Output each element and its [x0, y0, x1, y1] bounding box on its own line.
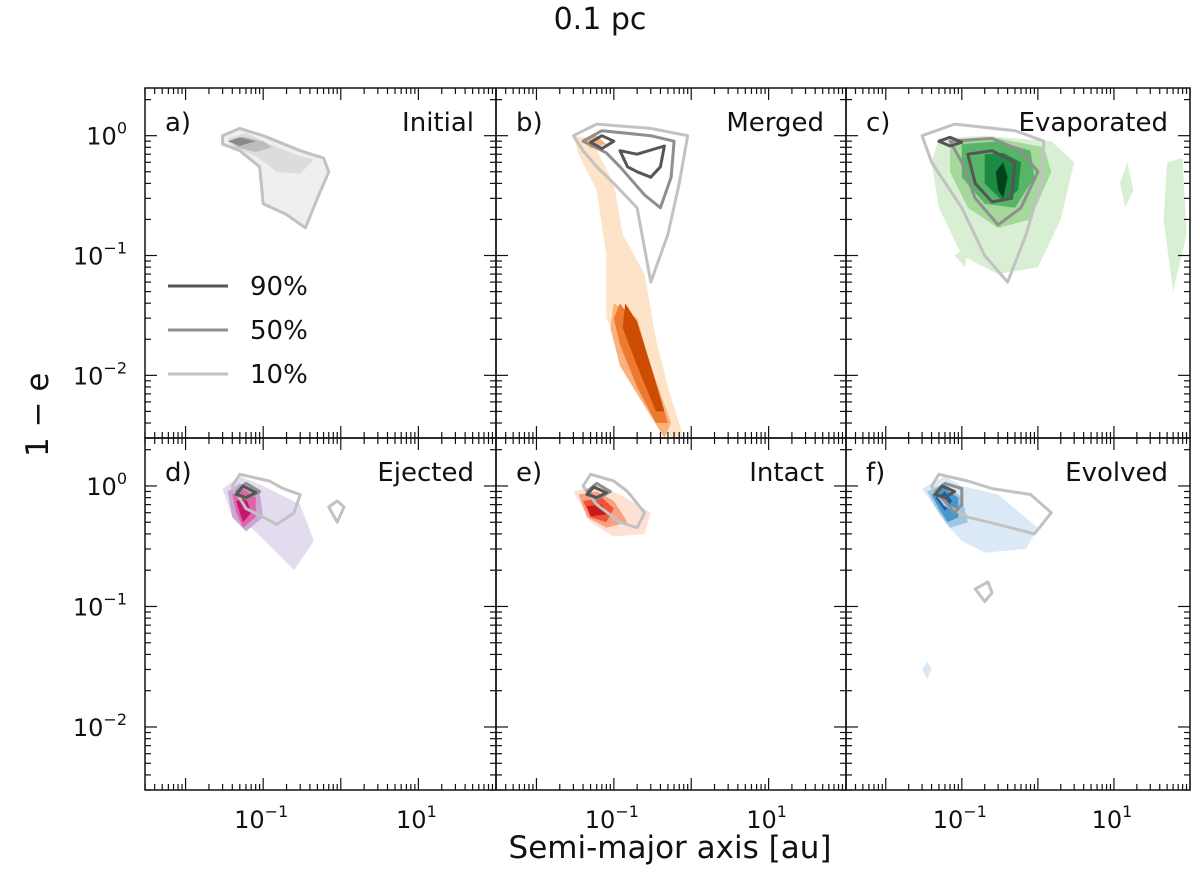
- axis-ticks: [144, 88, 497, 439]
- line-contour-10pct: [930, 472, 1053, 536]
- line-contour-10pct: [230, 472, 302, 526]
- y-tick-label: 10−2: [73, 358, 127, 390]
- axis-ticks: [845, 88, 1191, 439]
- x-axis-label: Semi-major axis [au]: [508, 830, 832, 866]
- panel-letter: f): [866, 458, 885, 488]
- figure-title: 0.1 pc: [553, 2, 647, 37]
- line-contour-90pct: [618, 144, 666, 179]
- panel-title: Merged: [726, 108, 824, 138]
- panel-title: Intact: [749, 458, 824, 488]
- panel-frame: [144, 437, 497, 791]
- line-contour-90pct: [937, 135, 964, 148]
- line-contour-10pct: [221, 126, 331, 230]
- line-contour-10pct: [581, 472, 647, 530]
- panel-green: c) Evaporated: [845, 87, 1191, 439]
- filled-contour-level-5: [995, 162, 1008, 199]
- panel-frame: [495, 437, 847, 791]
- filled-contour-level-1: [573, 135, 684, 438]
- y-tick-label: 10−2: [73, 710, 127, 742]
- line-contour-10pct: [327, 499, 346, 524]
- line-contour-50pct: [948, 136, 1040, 227]
- line-contour-50pct: [581, 129, 676, 210]
- y-tick-label: 100: [86, 469, 127, 501]
- y-axis-label: 1 − e: [20, 372, 56, 457]
- line-contour-90pct: [966, 149, 1017, 204]
- axis-ticks: [495, 438, 847, 791]
- filled-contour-level-1: [1163, 158, 1187, 292]
- panel-title: Ejected: [377, 458, 474, 488]
- line-contour-10pct: [973, 580, 994, 603]
- y-tick-label: 10−1: [73, 589, 127, 621]
- line-contour-90pct: [234, 484, 258, 500]
- legend-label: 10%: [250, 360, 308, 390]
- y-tick-label: 10−1: [73, 239, 127, 271]
- axis-ticks: [845, 438, 1191, 791]
- filled-contour-level-4: [227, 137, 256, 146]
- panel-frame: [845, 437, 1191, 791]
- y-tick-label: 100: [86, 119, 127, 151]
- axis-ticks: [495, 88, 847, 439]
- legend-label: 50%: [250, 316, 308, 346]
- panel-letter: c): [866, 108, 890, 138]
- legend: 90% 50% 10%: [168, 272, 308, 390]
- panel-letter: b): [516, 108, 543, 138]
- panel-letter: a): [165, 108, 191, 138]
- panel-gray: a) Initial 100 10−1 10−2: [73, 87, 497, 439]
- line-contour-90pct: [934, 484, 956, 500]
- filled-contour-level-1: [954, 246, 968, 268]
- line-contour-10pct: [920, 122, 1046, 284]
- legend-label: 90%: [250, 272, 308, 302]
- panel-title: Evaporated: [1019, 108, 1168, 138]
- filled-contour-level-4: [236, 497, 252, 523]
- line-contour-10pct: [571, 122, 690, 284]
- axis-ticks: [144, 438, 497, 791]
- filled-contour-level-1: [922, 661, 932, 679]
- line-contour-90pct: [589, 134, 616, 151]
- panel-orange: b) Merged: [495, 87, 847, 439]
- line-contour-50pct: [934, 481, 964, 515]
- line-contour-90pct: [585, 485, 608, 500]
- filled-contour-level-1: [1120, 162, 1134, 208]
- panel-title: Evolved: [1065, 458, 1168, 488]
- panel-letter: d): [165, 458, 192, 488]
- panel-title: Initial: [402, 108, 474, 138]
- panel-frame: [144, 87, 497, 439]
- panel-letter: e): [516, 458, 542, 488]
- filled-contour-level-4: [622, 303, 665, 412]
